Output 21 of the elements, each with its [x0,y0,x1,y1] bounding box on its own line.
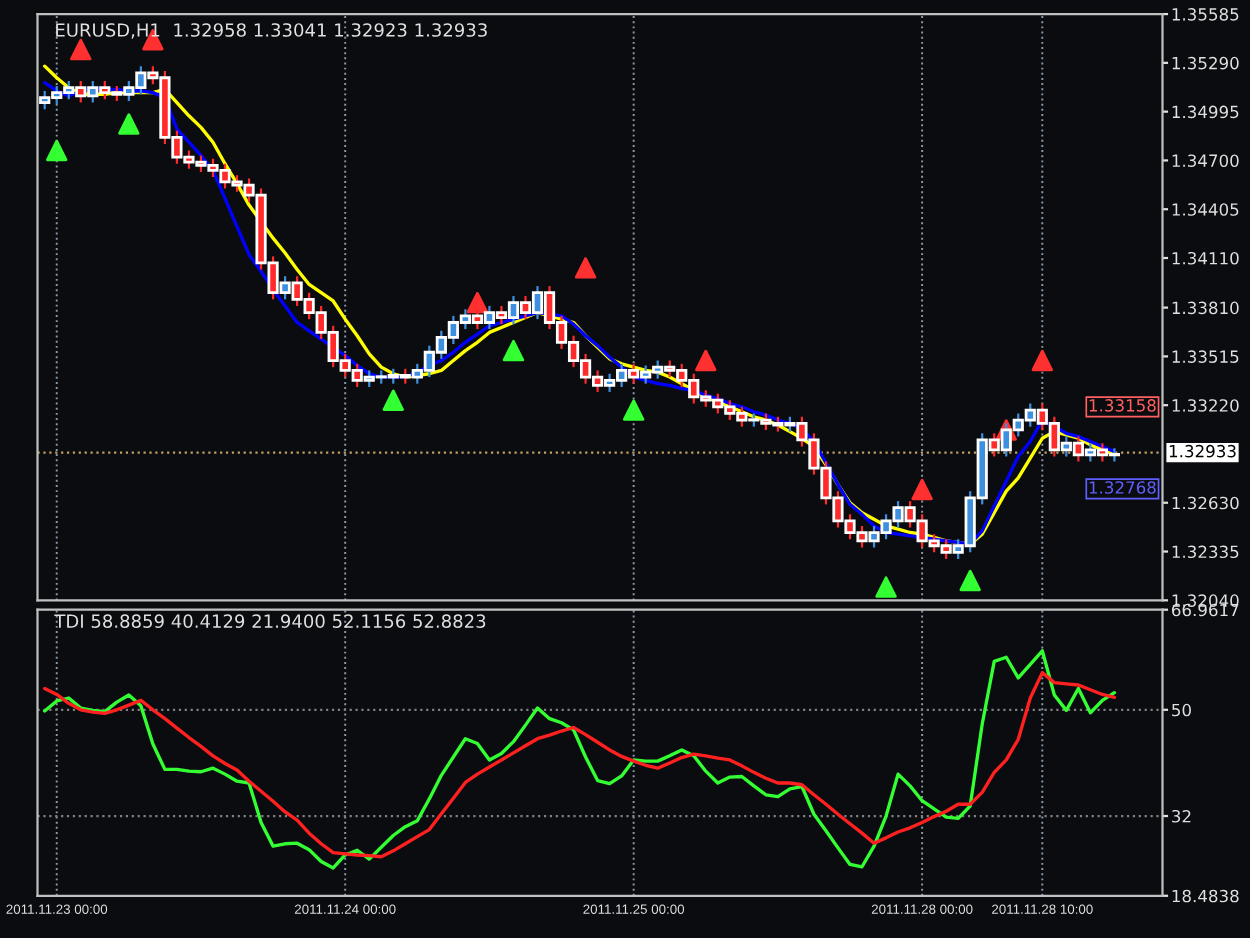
y-tick-label: 1.34700 [1172,154,1239,167]
y-tick-label: 1.32040 [1172,594,1239,607]
y-tick-label: 66.9617 [1172,603,1239,617]
chart-title: TDI 58.8859 40.4129 21.9400 52.1156 52.8823 [54,614,486,628]
y-tick-label: 32 [1172,809,1191,823]
annotation: 1.32768 [1089,481,1156,494]
ref-line-label: 1.32933 [1169,444,1236,458]
y-tick-label: 1.33515 [1172,350,1239,363]
y-tick-label: 1.32630 [1172,496,1239,510]
y-tick-label: 1.35290 [1172,56,1239,70]
y-tick-label: 1.32335 [1172,545,1239,559]
annotation: 1.33158 [1089,399,1156,412]
y-tick-label: 1.33220 [1172,399,1239,412]
y-tick-label: 50 [1172,703,1191,717]
y-tick-label: 1.34405 [1172,203,1239,216]
y-tick-label: 1.34110 [1172,251,1239,265]
chart-title: EURUSD,H1 1.32958 1.33041 1.32923 1.32933 [56,23,487,39]
y-tick-label: 1.33810 [1172,301,1239,315]
y-tick-label: 1.34995 [1172,105,1239,119]
y-tick-label: 1.35585 [1172,8,1239,21]
y-tick-label: 18.4838 [1172,889,1239,903]
